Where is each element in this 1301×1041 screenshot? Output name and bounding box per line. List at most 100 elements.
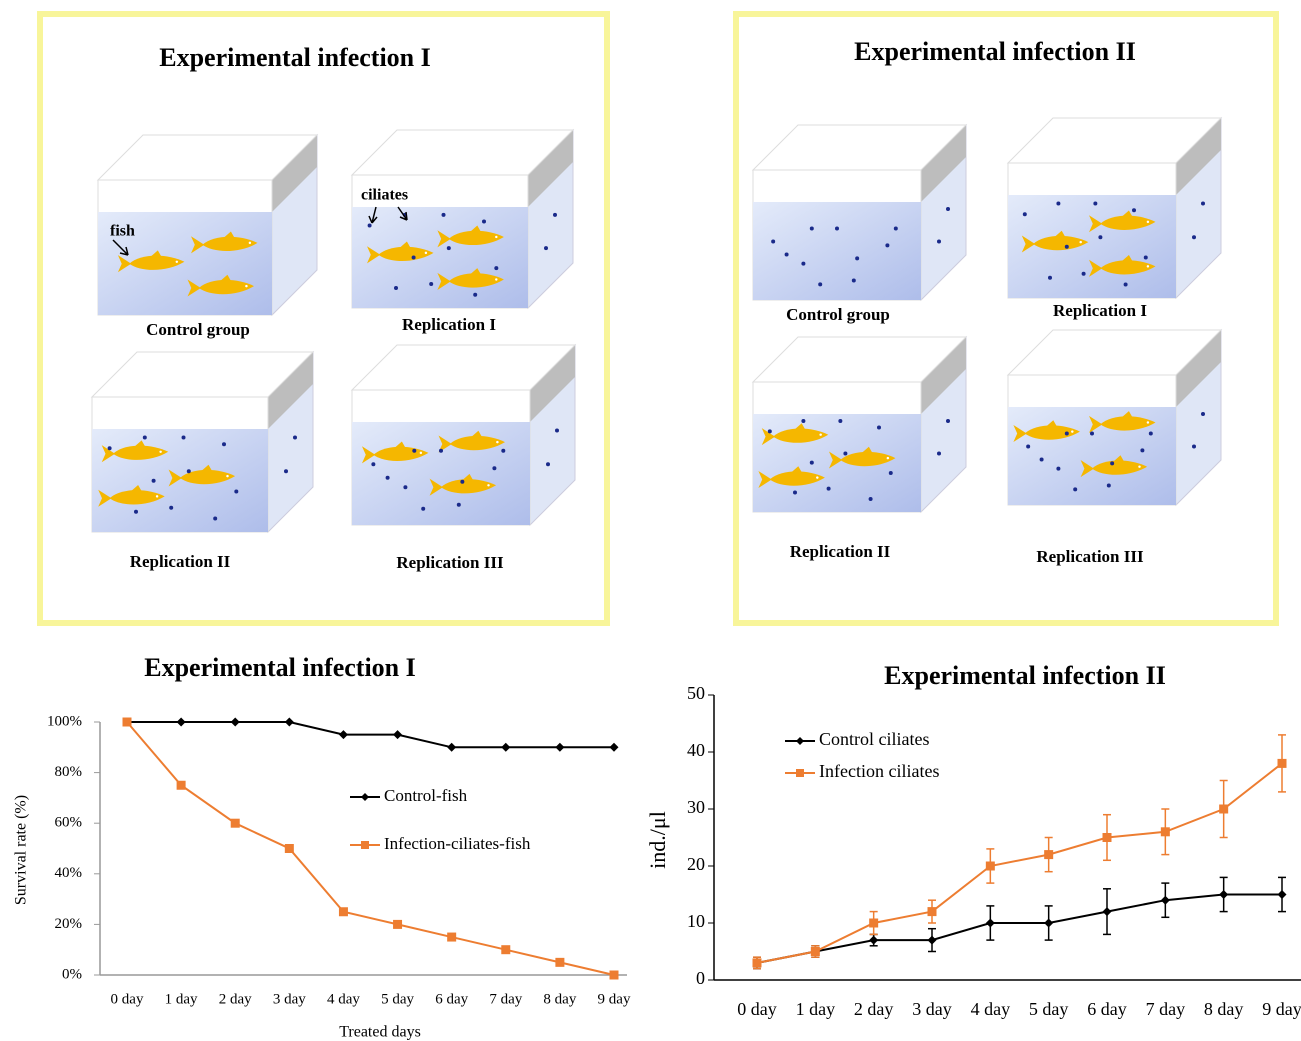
ciliate xyxy=(1090,431,1094,436)
tank-water xyxy=(1008,195,1176,298)
fish-body xyxy=(769,471,825,486)
data-point xyxy=(985,918,995,928)
ciliate xyxy=(1048,275,1052,280)
fish-fin xyxy=(1054,230,1066,238)
ciliate xyxy=(421,506,426,511)
ciliate xyxy=(835,226,839,231)
legend-marker xyxy=(361,793,369,801)
ciliate xyxy=(1073,487,1078,492)
ciliate xyxy=(893,226,898,231)
x-tick-label: 7 day xyxy=(489,991,522,1007)
ciliate xyxy=(555,428,559,433)
data-point xyxy=(393,919,403,929)
tank-water xyxy=(352,207,528,308)
ciliate xyxy=(771,239,776,244)
data-point xyxy=(1102,907,1112,917)
x-tick-label: 7 day xyxy=(1146,999,1186,1019)
x-tick-label: 4 day xyxy=(327,991,360,1007)
legend-symbol xyxy=(796,737,804,745)
fish-tail xyxy=(1089,415,1103,433)
legend-label: Control-fish xyxy=(384,786,468,805)
ciliate xyxy=(937,451,941,456)
data-point xyxy=(927,907,937,917)
fish-fin xyxy=(790,466,803,473)
ciliate xyxy=(151,478,156,483)
fish-eye xyxy=(1146,421,1150,424)
fish-fin xyxy=(469,225,482,233)
data-point xyxy=(447,742,457,752)
fish xyxy=(1021,230,1089,253)
fish-eye xyxy=(1146,220,1150,224)
data-point xyxy=(122,717,132,727)
fish-fin xyxy=(134,440,146,448)
fish-eye xyxy=(1138,465,1141,468)
ciliate xyxy=(877,425,881,430)
ciliate xyxy=(888,471,893,475)
ciliate xyxy=(394,286,398,291)
data-point xyxy=(1044,918,1054,928)
data-point xyxy=(555,742,565,752)
data-point xyxy=(555,957,565,967)
ciliate xyxy=(946,207,950,211)
data-point xyxy=(338,907,348,917)
data-point xyxy=(810,947,820,956)
x-tick-label: 2 day xyxy=(854,999,894,1019)
fish-eye xyxy=(245,284,248,288)
y-tick-label: 100% xyxy=(47,713,82,729)
ciliate xyxy=(826,486,831,491)
fish-eye xyxy=(487,484,490,487)
y-axis-label: Survival rate (%) xyxy=(13,795,30,905)
ciliate xyxy=(937,239,941,244)
fish-tail xyxy=(761,428,776,446)
fish xyxy=(1013,420,1080,443)
ciliate xyxy=(1201,201,1205,206)
ciliate xyxy=(494,266,499,271)
fish xyxy=(437,268,504,290)
x-tick-label: 6 day xyxy=(1087,999,1127,1019)
ciliate xyxy=(456,502,461,507)
ciliate xyxy=(838,419,843,423)
ciliate xyxy=(367,223,372,228)
ciliate xyxy=(1056,466,1061,471)
fish-fin xyxy=(130,484,142,492)
fish-tail xyxy=(98,489,112,507)
ciliate xyxy=(1201,412,1205,416)
ciliate xyxy=(1148,431,1153,436)
legend-symbol xyxy=(361,841,369,849)
x-tick-label: 2 day xyxy=(219,991,252,1007)
arrow xyxy=(397,206,408,221)
fish-tail xyxy=(828,451,843,469)
data-point xyxy=(284,844,294,853)
tank-side-top xyxy=(528,130,573,207)
fish-eye xyxy=(424,251,428,255)
ciliate xyxy=(544,246,548,251)
fish xyxy=(367,241,434,264)
fish-tail xyxy=(117,255,132,273)
fish xyxy=(117,250,185,273)
fish-fin xyxy=(399,241,411,249)
ciliate xyxy=(793,490,797,495)
ciliate xyxy=(439,448,443,453)
fish-tail xyxy=(1089,259,1103,277)
y-tick-label: 30 xyxy=(687,797,705,817)
annotation: ciliates xyxy=(361,187,408,204)
fish-fin xyxy=(469,268,482,275)
arrow xyxy=(112,239,129,256)
fish-body xyxy=(113,445,169,460)
ciliate xyxy=(482,219,486,224)
ciliate xyxy=(222,442,226,447)
fish-body xyxy=(773,428,829,443)
fish xyxy=(429,473,497,496)
data-point xyxy=(985,861,995,871)
ciliate xyxy=(946,419,950,423)
fish-body xyxy=(109,490,165,505)
ciliate xyxy=(553,212,557,217)
fish-fin xyxy=(1121,210,1133,218)
x-axis-label: Treated days xyxy=(339,1024,421,1041)
ciliate xyxy=(460,479,465,484)
ciliate xyxy=(1081,271,1086,276)
fish-eye xyxy=(1071,430,1074,433)
ciliate xyxy=(1064,431,1069,436)
y-tick-label: 60% xyxy=(55,815,83,831)
